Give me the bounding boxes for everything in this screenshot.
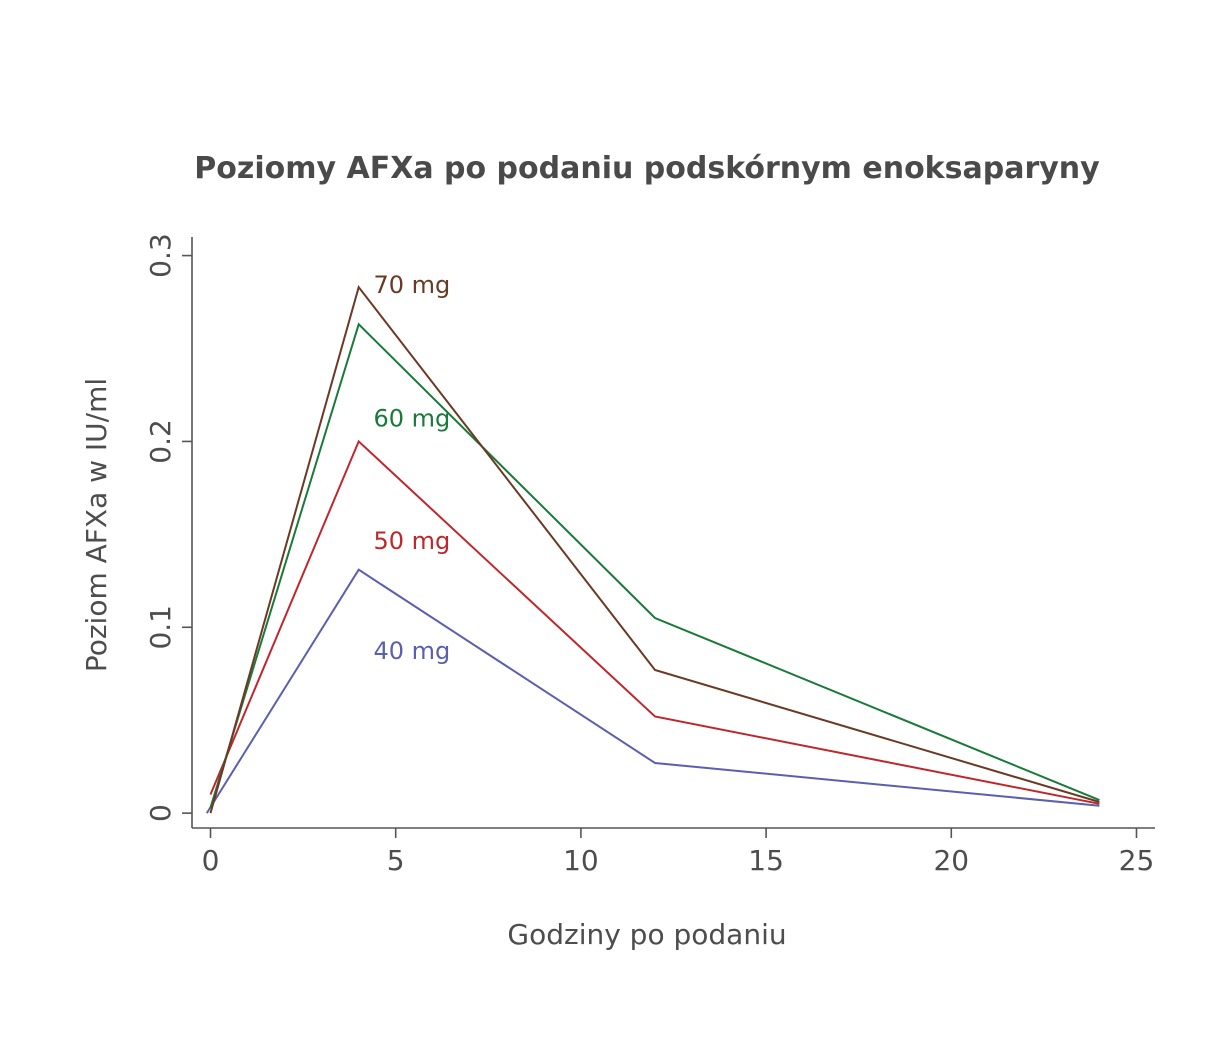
series-label-70-mg: 70 mg [373, 271, 450, 299]
series-line-60-mg [209, 322, 1100, 808]
series-line-50-mg [209, 439, 1100, 805]
series-label-60-mg: 60 mg [373, 405, 450, 433]
y-tick-label: 0 [144, 804, 177, 822]
x-tick-label: 5 [387, 844, 405, 877]
series-line-40-mg [205, 568, 1100, 814]
x-tick-label: 10 [563, 844, 599, 877]
y-tick-label: 0.1 [144, 605, 177, 650]
axes: 0 5 10 15 20 25 0 0.1 0.2 0.3 [144, 233, 1155, 877]
y-tick-label: 0.3 [144, 233, 177, 278]
x-tick-label: 25 [1119, 844, 1155, 877]
x-tick-label: 20 [933, 844, 969, 877]
chart-title: Poziomy AFXa po podaniu podskórnym enoks… [194, 151, 1100, 186]
series-line-70-mg [209, 285, 1100, 814]
series-label-50-mg: 50 mg [373, 527, 450, 555]
series-layer [205, 285, 1100, 814]
x-tick-label: 15 [748, 844, 784, 877]
x-axis-label: Godziny po podaniu [507, 918, 786, 951]
series-label-40-mg: 40 mg [373, 637, 450, 665]
x-tick-label: 0 [202, 844, 220, 877]
y-tick-label: 0.2 [144, 419, 177, 464]
annotation-layer: 70 mg 60 mg 50 mg 40 mg [373, 271, 450, 665]
y-axis-label: Poziom AFXa w IU/ml [80, 378, 113, 672]
